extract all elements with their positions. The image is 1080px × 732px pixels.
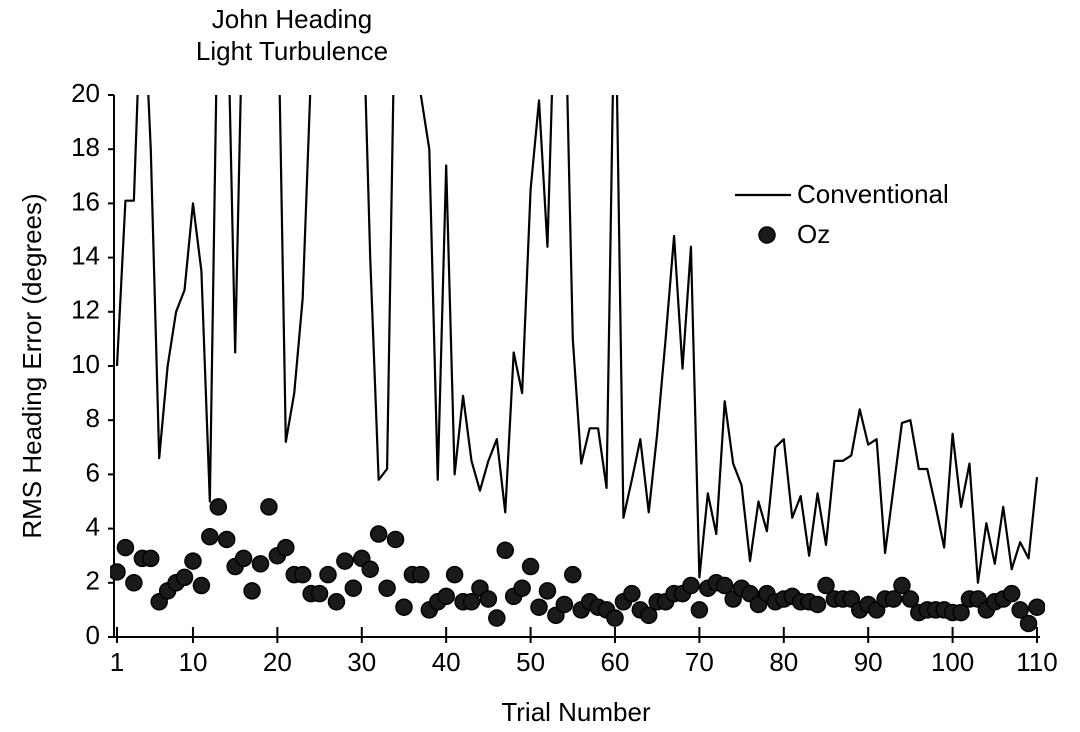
scatter-point [521,557,540,576]
scatter-point [344,579,363,597]
y-tick-label: 10 [71,349,100,379]
scatter-point [437,587,455,606]
legend-label: Oz [797,219,830,249]
y-tick-label: 20 [71,78,100,108]
scatter-point [142,549,160,568]
scatter-point [1002,584,1021,603]
scatter-point [1019,614,1038,633]
scatter-point [369,525,388,543]
x-tick-label: 90 [854,647,883,677]
scatter-point [361,560,379,578]
chart-subtitle: Light Turbulence [196,36,388,66]
scatter-point [530,598,548,616]
y-tick-label: 6 [86,457,100,487]
scatter-point [884,590,903,608]
scatter-point [110,563,126,581]
scatter-point [893,576,911,595]
scatter-point [234,549,253,568]
scatter-point [217,530,236,549]
series-line [115,95,1039,584]
y-tick-label: 0 [86,620,100,650]
x-tick-label: 40 [432,647,461,677]
scatter-point [1028,598,1045,616]
x-tick-label: 10 [179,647,208,677]
plot-area [110,95,1045,633]
chart-title: John Heading [212,4,372,34]
scatter-point [412,565,430,584]
y-tick-label: 12 [71,295,100,325]
scatter-point [555,595,574,614]
scatter-point [277,538,295,557]
x-tick-label: 80 [769,647,798,677]
y-tick-label: 18 [71,132,100,162]
scatter-point [243,582,261,600]
scatter-point [125,574,143,592]
scatter-point [606,609,624,627]
y-tick-label: 2 [86,566,100,596]
scatter-point [952,603,970,622]
scatter-point [901,590,920,608]
scatter-point [513,579,531,597]
y-tick-label: 16 [71,186,100,216]
scatter-point [209,498,228,516]
scatter-point [378,579,396,597]
legend-marker [758,226,776,244]
scatter-point [319,565,337,584]
x-tick-label: 70 [685,647,714,677]
y-tick-label: 8 [86,403,100,433]
scatter-point [336,552,354,570]
scatter-point [817,576,835,595]
x-tick-label: 100 [931,647,974,677]
scatter-point [201,527,219,546]
scatter-point [175,568,194,587]
scatter-point [488,609,506,627]
scatter-point [496,541,515,560]
x-tick-label: 30 [347,647,376,677]
x-tick-label: 60 [601,647,630,677]
x-tick-label: 20 [263,647,292,677]
scatter-point [251,555,270,573]
scatter-point [479,590,498,608]
y-tick-label: 4 [86,511,100,541]
scatter-point [395,598,413,616]
scatter-point [715,576,734,595]
scatter-point [310,584,329,603]
x-tick-label: 50 [516,647,545,677]
scatter-point [260,498,278,516]
x-tick-label: 110 [1016,647,1057,677]
scatter-point [445,565,464,584]
legend-label: Conventional [797,179,949,209]
scatter-point [690,601,709,619]
scatter-point [623,584,641,603]
scatter-point [564,565,582,584]
scatter-point [538,582,557,600]
scatter-point [462,593,481,611]
scatter-point [192,576,211,595]
scatter-point [1011,601,1029,619]
y-axis-label: RMS Heading Error (degrees) [17,193,47,538]
scatter-point [639,606,658,625]
scatter-point [116,538,135,557]
scatter-point [682,576,700,595]
scatter-point [386,530,405,549]
y-tick-label: 14 [71,240,100,270]
scatter-point [808,595,827,614]
x-axis-label: Trial Number [501,697,651,727]
x-tick-label: 1 [110,647,124,677]
scatter-point [184,552,202,570]
scatter-point [327,593,346,611]
scatter-point [293,565,312,584]
